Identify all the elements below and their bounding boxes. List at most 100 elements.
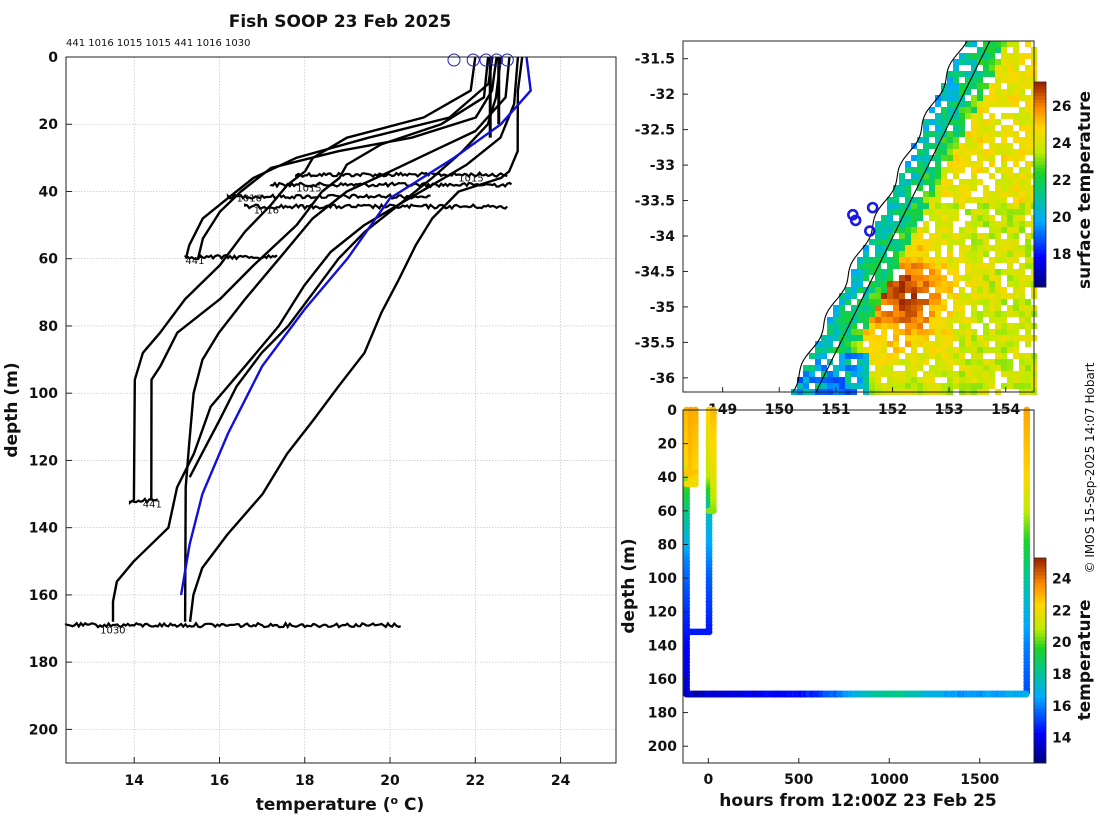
sst-cell: [905, 245, 911, 251]
temperature-colorbar-segment: [1034, 708, 1046, 713]
sst-cell: [929, 275, 935, 281]
sst-cell: [1019, 149, 1025, 155]
sst-cell: [857, 257, 863, 263]
sst-cell: [1001, 53, 1007, 59]
sst-cell: [995, 143, 1001, 149]
sst-cell: [923, 119, 929, 125]
section-y-tick-label: 20: [658, 437, 678, 453]
sst-cell: [953, 233, 959, 239]
sst-cell: [863, 299, 869, 305]
sst-cell: [935, 383, 941, 389]
sst-cell: [881, 341, 887, 347]
sst-cell: [983, 359, 989, 365]
sst-cell: [1007, 359, 1013, 365]
sst-cell: [1025, 335, 1031, 341]
sst-cell: [989, 137, 995, 143]
sst-cell: [923, 257, 929, 263]
sst-cell: [989, 365, 995, 371]
sst-cell: [1007, 83, 1013, 89]
sst-cell: [935, 353, 941, 359]
sst-cell: [923, 383, 929, 389]
sst-cell: [905, 329, 911, 335]
sst-cell: [947, 365, 953, 371]
sst-cell: [977, 359, 983, 365]
sst-cell: [1019, 173, 1025, 179]
sst-cell: [1019, 113, 1025, 119]
sst-cell: [953, 317, 959, 323]
sst-cell: [857, 383, 863, 389]
sst-cell: [1013, 257, 1019, 263]
surface-colorbar-segment: [1034, 153, 1046, 158]
sst-cell: [893, 371, 899, 377]
sst-cell: [833, 311, 839, 317]
sst-cell: [935, 299, 941, 305]
sst-cell: [935, 341, 941, 347]
sst-cell: [959, 317, 965, 323]
sst-cell: [917, 329, 923, 335]
sst-cell: [833, 305, 839, 311]
sst-cell: [989, 293, 995, 299]
section-y-tick-label: 120: [648, 605, 677, 621]
sst-cell: [953, 257, 959, 263]
sst-cell: [863, 377, 869, 383]
surface-colorbar-segment: [1034, 129, 1046, 134]
sst-cell: [857, 377, 863, 383]
surface-colorbar-segment: [1034, 177, 1046, 182]
sst-cell: [965, 275, 971, 281]
map-lat-tick-label: -33: [650, 158, 675, 174]
sst-cell: [977, 113, 983, 119]
sst-cell: [851, 371, 857, 377]
sst-cell: [905, 371, 911, 377]
surface-colorbar-frame: [1033, 81, 1047, 288]
section-y-tick-label: 160: [648, 672, 677, 688]
sst-cell: [893, 245, 899, 251]
sst-cell: [947, 101, 953, 107]
sst-cell: [947, 329, 953, 335]
sst-cell: [881, 287, 887, 293]
sst-cell: [977, 53, 983, 59]
sst-cell: [923, 155, 929, 161]
sst-cell: [1013, 149, 1019, 155]
sst-cell: [953, 95, 959, 101]
sst-cell: [1013, 173, 1019, 179]
sst-cell: [941, 239, 947, 245]
sst-cell: [971, 227, 977, 233]
sst-cell: [941, 383, 947, 389]
sst-cell: [989, 317, 995, 323]
sst-cell: [899, 221, 905, 227]
sst-cell: [881, 365, 887, 371]
sst-cell: [917, 155, 923, 161]
sst-cell: [911, 257, 917, 263]
sst-cell: [905, 227, 911, 233]
surface-colorbar-segment: [1034, 191, 1046, 196]
sst-cell: [947, 359, 953, 365]
sst-cell: [1001, 347, 1007, 353]
surface-colorbar-segment: [1034, 218, 1046, 223]
sst-cell: [1001, 257, 1007, 263]
sst-cell: [941, 191, 947, 197]
sst-cell: [923, 209, 929, 215]
sst-cell: [983, 245, 989, 251]
sst-cell: [875, 257, 881, 263]
sst-cell: [1013, 59, 1019, 65]
sst-cell: [965, 149, 971, 155]
sst-cell: [995, 71, 1001, 77]
sst-cell: [923, 359, 929, 365]
sst-cell: [983, 305, 989, 311]
sst-cell: [989, 215, 995, 221]
map-lat-tick-label: -35.5: [635, 335, 675, 351]
sst-cell: [1007, 377, 1013, 383]
sst-cell: [983, 251, 989, 257]
main-y-tick-label: 200: [29, 722, 58, 738]
sst-cell: [983, 119, 989, 125]
sst-cell: [989, 83, 995, 89]
surface-colorbar-segment: [1034, 160, 1046, 165]
sst-cell: [1019, 269, 1025, 275]
sst-cell: [1001, 173, 1007, 179]
sst-cell: [941, 305, 947, 311]
sst-cell: [1025, 167, 1031, 173]
sst-cell: [839, 347, 845, 353]
sst-cell: [971, 113, 977, 119]
sst-cell: [887, 281, 893, 287]
sst-cell: [1019, 365, 1025, 371]
